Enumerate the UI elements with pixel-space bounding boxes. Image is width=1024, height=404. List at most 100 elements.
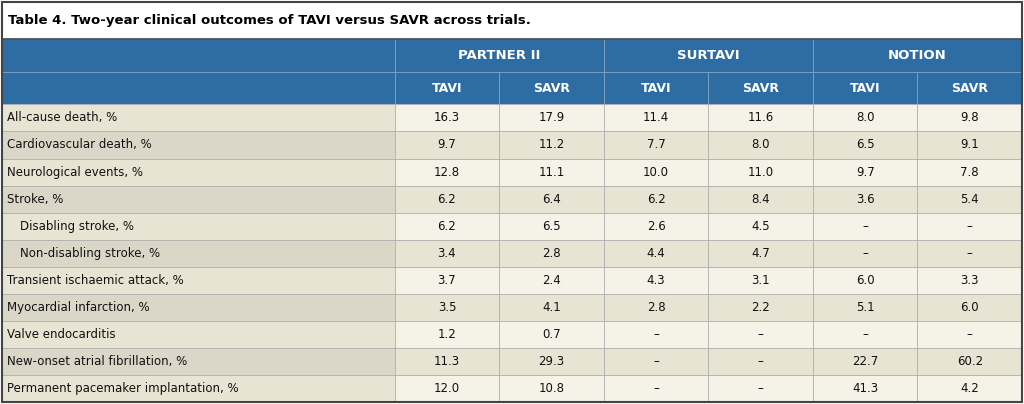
Text: All-cause death, %: All-cause death, % [7,112,118,124]
Bar [500,294,604,321]
Bar [709,158,813,185]
Bar [2,39,394,72]
Bar [604,294,709,321]
Bar [394,131,500,158]
Bar [918,294,1022,321]
Text: 4.5: 4.5 [752,220,770,233]
Bar [500,267,604,294]
Text: 3.1: 3.1 [752,274,770,287]
Text: 7.7: 7.7 [647,139,666,152]
Bar [813,39,1022,72]
Bar [2,267,394,294]
Bar [604,185,709,213]
Text: –: – [967,247,973,260]
Text: 22.7: 22.7 [852,355,879,368]
Text: 3.6: 3.6 [856,193,874,206]
Text: 6.2: 6.2 [437,193,457,206]
Bar [394,104,500,131]
Text: –: – [758,328,764,341]
Text: 10.8: 10.8 [539,382,564,395]
Text: 4.4: 4.4 [647,247,666,260]
Bar [604,321,709,348]
Bar [918,321,1022,348]
Text: 9.8: 9.8 [961,112,979,124]
Bar [813,104,918,131]
Text: Myocardial infarction, %: Myocardial infarction, % [7,301,150,314]
Bar [709,375,813,402]
Text: 4.7: 4.7 [752,247,770,260]
Bar [604,72,709,104]
Text: 2.6: 2.6 [647,220,666,233]
Bar [604,267,709,294]
Text: 6.5: 6.5 [543,220,561,233]
Bar [394,185,500,213]
Text: 9.1: 9.1 [961,139,979,152]
Text: 2.8: 2.8 [647,301,666,314]
Bar [813,375,918,402]
Text: 2.2: 2.2 [752,301,770,314]
Bar [2,294,394,321]
Text: PARTNER II: PARTNER II [458,49,541,62]
Bar [604,158,709,185]
Bar [709,72,813,104]
Bar [394,158,500,185]
Text: 9.7: 9.7 [856,166,874,179]
Text: –: – [653,355,659,368]
Bar [813,294,918,321]
Bar [500,104,604,131]
Bar [604,348,709,375]
Bar [813,321,918,348]
Text: Table 4. Two-year clinical outcomes of TAVI versus SAVR across trials.: Table 4. Two-year clinical outcomes of T… [8,14,530,27]
Text: –: – [862,328,868,341]
Text: 8.0: 8.0 [752,139,770,152]
Bar [813,131,918,158]
Bar [604,213,709,240]
Bar [500,213,604,240]
Bar [2,213,394,240]
Text: 4.1: 4.1 [542,301,561,314]
Text: –: – [862,220,868,233]
Bar [604,39,813,72]
Bar [918,348,1022,375]
Bar [709,267,813,294]
Text: SAVR: SAVR [534,82,570,95]
Bar [2,240,394,267]
Bar [500,348,604,375]
Text: TAVI: TAVI [850,82,881,95]
Bar [604,104,709,131]
Text: NOTION: NOTION [888,49,947,62]
Text: 6.0: 6.0 [961,301,979,314]
Bar [813,240,918,267]
Bar [394,72,500,104]
Text: 12.8: 12.8 [434,166,460,179]
Text: 11.0: 11.0 [748,166,774,179]
Text: Non-disabling stroke, %: Non-disabling stroke, % [20,247,160,260]
Bar [918,104,1022,131]
Bar [918,375,1022,402]
Bar [813,72,918,104]
Bar [709,348,813,375]
Bar [2,131,394,158]
Bar [2,158,394,185]
Text: 4.3: 4.3 [647,274,666,287]
Bar [2,104,394,131]
Text: Valve endocarditis: Valve endocarditis [7,328,116,341]
Text: 7.8: 7.8 [961,166,979,179]
Bar [918,213,1022,240]
Bar [2,72,394,104]
Bar [500,158,604,185]
Bar [813,348,918,375]
Text: 6.5: 6.5 [856,139,874,152]
Bar [918,267,1022,294]
Text: 4.2: 4.2 [961,382,979,395]
Bar [2,321,394,348]
Text: –: – [967,328,973,341]
Text: 5.1: 5.1 [856,301,874,314]
Text: –: – [967,220,973,233]
Text: –: – [758,355,764,368]
Bar [604,240,709,267]
Text: Neurological events, %: Neurological events, % [7,166,143,179]
Bar [709,104,813,131]
Text: 6.2: 6.2 [647,193,666,206]
Bar [394,240,500,267]
